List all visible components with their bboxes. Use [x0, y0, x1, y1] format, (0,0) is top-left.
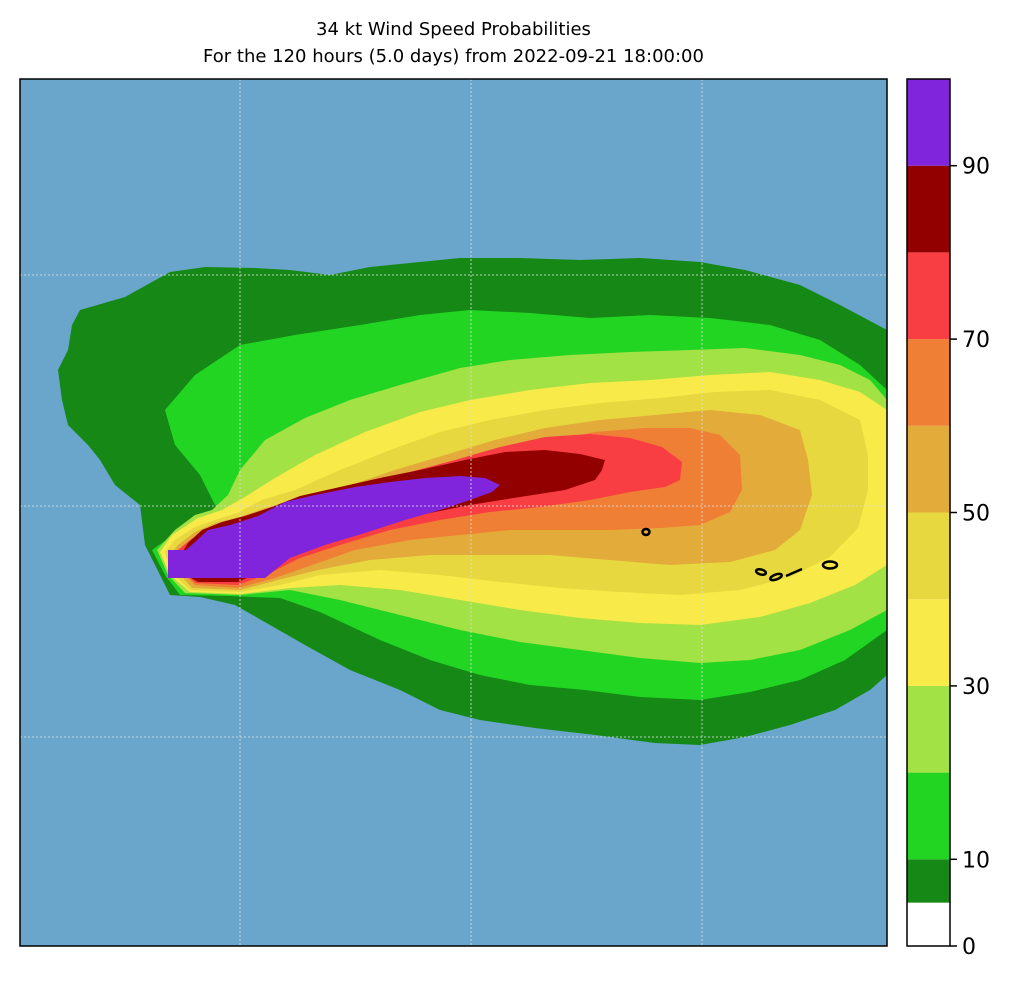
island-outline [785, 567, 803, 578]
island-outline [754, 568, 768, 576]
map-frame [19, 78, 888, 947]
colorbar-tick-label: 70 [962, 328, 990, 353]
colorbar: 0 10 30 50 70 90 [906, 78, 990, 960]
colorbar-band [907, 339, 950, 426]
colorbar-band [907, 859, 950, 903]
colorbar-band [907, 252, 950, 340]
colorbar-tick-label: 90 [962, 155, 990, 180]
map-area [20, 79, 887, 946]
colorbar-band [907, 79, 950, 166]
prob-band-90 [168, 476, 500, 578]
map-subtitle: For the 120 hours (5.0 days) from 2022-0… [203, 46, 704, 67]
colorbar-tick-label: 50 [962, 502, 990, 527]
colorbar-band [907, 165, 950, 253]
map-title: 34 kt Wind Speed Probabilities [316, 19, 591, 40]
island-outline [641, 527, 651, 537]
colorbar-band [907, 599, 950, 686]
island-outline [821, 560, 839, 570]
colorbar-band [907, 685, 950, 773]
island-outlines [641, 527, 839, 582]
colorbar-band [907, 772, 950, 860]
colorbar-band [907, 512, 950, 600]
colorbar-tick-label: 0 [962, 935, 976, 960]
colorbar-band [907, 425, 950, 513]
colorbar-tick-label: 30 [962, 675, 990, 700]
map-gridlines [20, 79, 887, 946]
island-outline [769, 572, 783, 582]
colorbar-tick-label: 10 [962, 848, 990, 873]
colorbar-band [907, 902, 950, 946]
